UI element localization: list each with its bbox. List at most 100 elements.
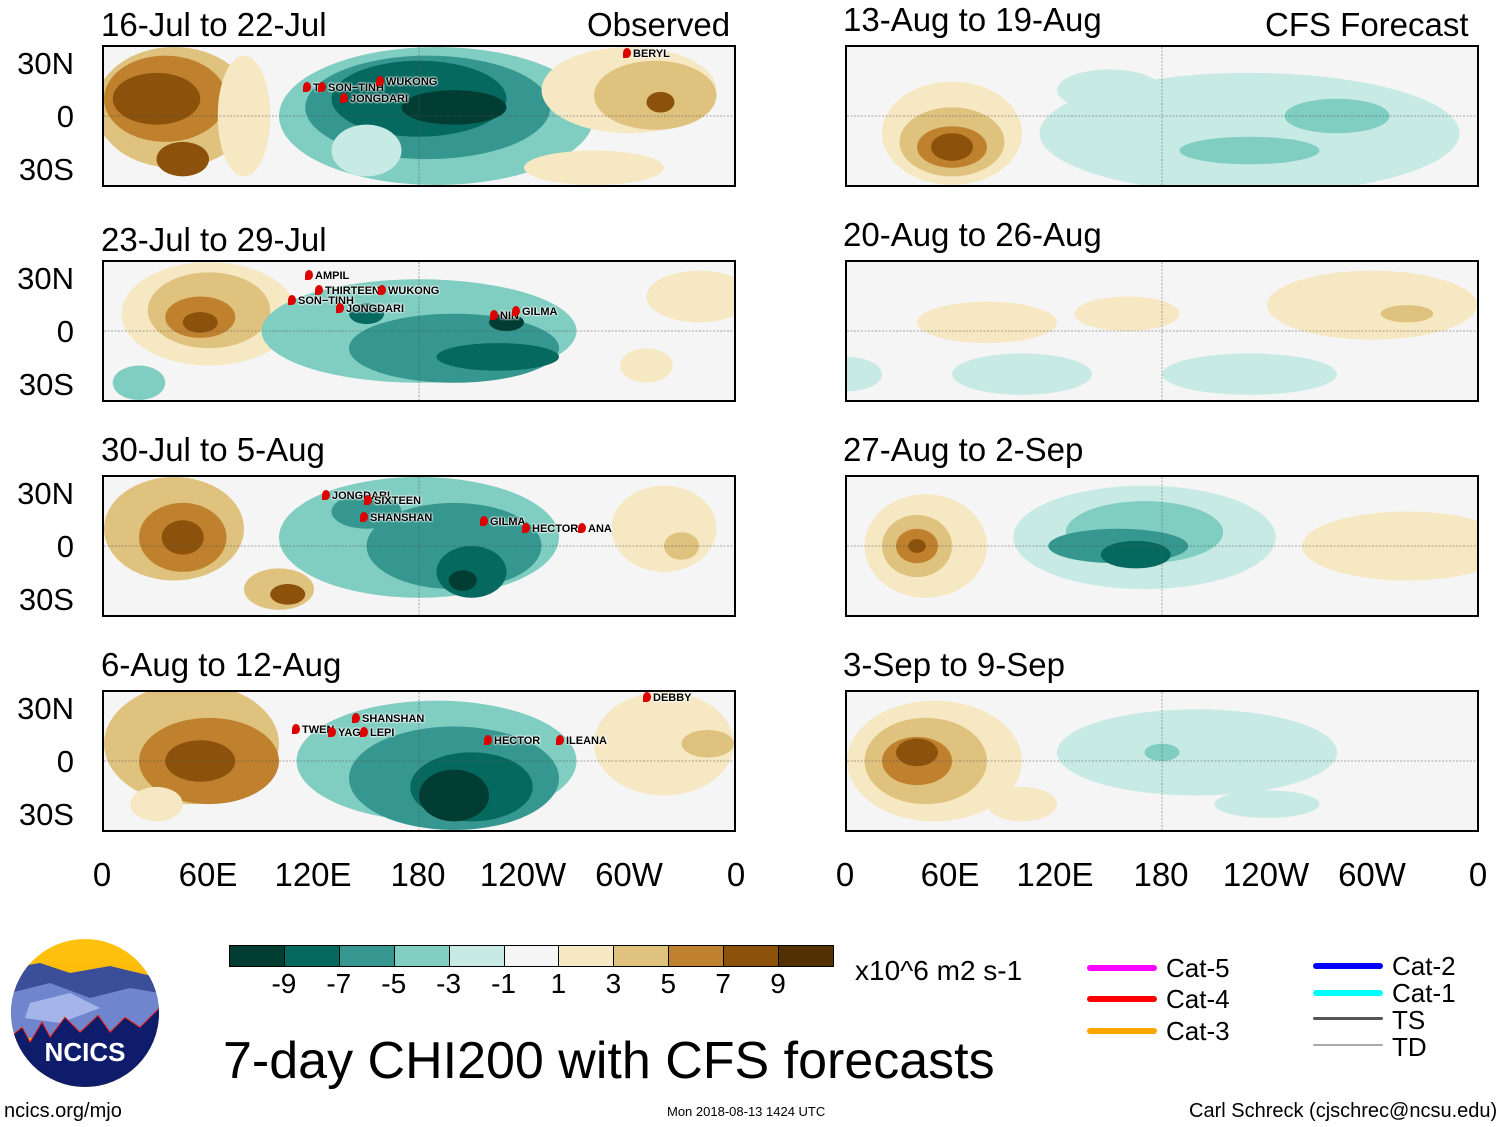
track-legend-label: Cat-3 bbox=[1166, 1016, 1230, 1046]
colorbar-swatch bbox=[613, 945, 670, 967]
contour-region bbox=[1074, 296, 1180, 331]
contour-region bbox=[1214, 790, 1320, 818]
contour-region bbox=[681, 729, 734, 758]
contour-region bbox=[401, 90, 507, 125]
storm-label: WUKONG bbox=[376, 76, 437, 88]
footer-timestamp: Mon 2018-08-13 1424 UTC bbox=[667, 1104, 826, 1119]
map-observed-1 bbox=[102, 45, 736, 187]
contour-region bbox=[1267, 270, 1477, 340]
colorbar-tick: 5 bbox=[660, 968, 677, 999]
colorbar-swatch bbox=[723, 945, 780, 967]
contour-region bbox=[130, 786, 183, 822]
storm-label: LEPI bbox=[360, 727, 394, 739]
colorbar-tick: -1 bbox=[491, 968, 516, 999]
colorbar-swatch bbox=[283, 945, 340, 967]
map-observed-2 bbox=[102, 260, 736, 402]
colorbar-tick: 7 bbox=[715, 968, 731, 999]
contour-region bbox=[1057, 69, 1162, 111]
contour-region bbox=[436, 343, 559, 371]
storm-label: SIXTEEN bbox=[364, 495, 421, 507]
track-swatch bbox=[1087, 1028, 1157, 1034]
colorbar-swatch bbox=[393, 945, 450, 967]
field-contours bbox=[847, 477, 1477, 615]
storm-label: DEBBY bbox=[643, 692, 692, 704]
lat-label: 30S bbox=[18, 797, 74, 832]
lon-label: 180 bbox=[390, 856, 446, 893]
track-swatch bbox=[1313, 990, 1383, 996]
colorbar-units: x10^6 m2 s-1 bbox=[855, 955, 1023, 986]
storm-label: HECTOR bbox=[522, 523, 578, 535]
colorbar-tick: -5 bbox=[381, 968, 407, 999]
track-legend-label: TD bbox=[1392, 1032, 1427, 1062]
storm-label: JONGDARI bbox=[336, 303, 404, 315]
lon-label: 0 bbox=[726, 856, 746, 893]
map-forecast-3 bbox=[845, 475, 1479, 617]
track-swatch bbox=[1087, 996, 1157, 1002]
field-contours bbox=[847, 47, 1477, 185]
field-contours bbox=[104, 262, 734, 400]
figure-title: 7-day CHI200 with CFS forecasts bbox=[223, 1032, 995, 1090]
storm-label: ANA bbox=[578, 523, 612, 535]
contour-region bbox=[270, 583, 306, 605]
forecast-header: CFS Forecast bbox=[1265, 6, 1469, 43]
map-forecast-2 bbox=[845, 260, 1479, 402]
colorbar-tick: 3 bbox=[605, 968, 622, 999]
lat-label: 0 bbox=[56, 314, 74, 349]
contour-region bbox=[611, 485, 717, 572]
panel-title: 20-Aug to 26-Aug bbox=[843, 216, 1102, 253]
lat-label: 30S bbox=[18, 152, 74, 187]
contour-region bbox=[419, 769, 489, 822]
contour-region bbox=[1100, 540, 1171, 569]
lon-label: 120E bbox=[274, 856, 352, 893]
contour-region bbox=[331, 124, 402, 177]
contour-region bbox=[1057, 709, 1337, 796]
field-contours bbox=[104, 47, 734, 185]
contour-region bbox=[524, 150, 664, 185]
storm-label: GILMA bbox=[480, 516, 525, 528]
lon-label: 60W bbox=[595, 856, 663, 893]
lat-label: 0 bbox=[56, 529, 74, 564]
contour-region bbox=[896, 738, 938, 767]
lon-label: 120W bbox=[479, 856, 567, 893]
panel-title: 13-Aug to 19-Aug bbox=[843, 1, 1102, 38]
lat-label: 30S bbox=[18, 582, 74, 617]
contour-region bbox=[847, 356, 882, 392]
colorbar-swatch bbox=[503, 945, 560, 967]
lat-label: 30S bbox=[18, 367, 74, 402]
storm-label: AMPIL bbox=[305, 270, 349, 282]
contour-region bbox=[987, 786, 1057, 822]
logo-text: NCICS bbox=[45, 1037, 126, 1067]
contour-region bbox=[620, 348, 673, 383]
contour-region bbox=[448, 570, 477, 591]
colorbar-swatch bbox=[448, 945, 505, 967]
colorbar-tick: -7 bbox=[326, 968, 352, 999]
lat-label: 0 bbox=[56, 99, 74, 134]
track-swatch bbox=[1087, 965, 1157, 971]
lon-label: 60W bbox=[1338, 856, 1406, 893]
storm-label: GILMA bbox=[512, 306, 557, 318]
storm-label: BERYL bbox=[623, 48, 670, 60]
contour-region bbox=[1162, 353, 1337, 395]
contour-region bbox=[182, 312, 218, 333]
panel-title: 3-Sep to 9-Sep bbox=[843, 646, 1065, 683]
contour-region bbox=[646, 91, 675, 113]
storm-label: THIRTEEN bbox=[315, 285, 380, 297]
track-legend-label: Cat-4 bbox=[1166, 984, 1230, 1014]
lat-label: 30N bbox=[17, 261, 74, 296]
storm-label: YAGI bbox=[328, 727, 364, 739]
storm-label: SHANSHAN bbox=[360, 512, 432, 524]
storm-label: SON−TINH bbox=[318, 82, 384, 94]
storm-label: JONGDARI bbox=[340, 93, 408, 105]
field-contours bbox=[847, 262, 1477, 400]
panel-title: 23-Jul to 29-Jul bbox=[101, 221, 327, 258]
track-swatch bbox=[1313, 1044, 1383, 1046]
colorbar-tick: -9 bbox=[271, 968, 297, 999]
contour-region bbox=[931, 133, 973, 161]
lon-label: 0 bbox=[1468, 856, 1488, 893]
colorbar-swatch bbox=[778, 945, 834, 967]
lat-label: 30N bbox=[17, 476, 74, 511]
lat-label: 30N bbox=[17, 46, 74, 81]
lon-label: 120W bbox=[1222, 856, 1310, 893]
colorbar-tick: 9 bbox=[770, 968, 786, 999]
